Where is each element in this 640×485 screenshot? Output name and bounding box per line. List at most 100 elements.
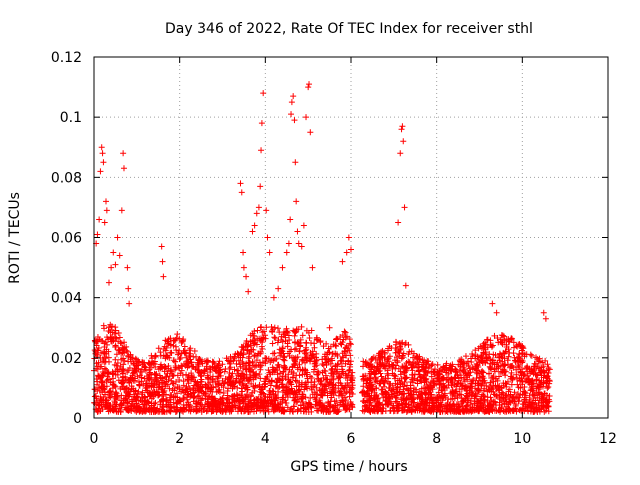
data-point (295, 240, 302, 247)
x-tick-label: 0 (90, 431, 99, 447)
data-point (516, 341, 523, 348)
data-point (397, 343, 404, 350)
data-point (257, 375, 264, 382)
data-point (494, 335, 501, 342)
data-point (431, 405, 438, 412)
data-point (159, 374, 166, 381)
data-point (546, 366, 553, 373)
data-point (452, 388, 459, 395)
data-point (393, 341, 400, 348)
data-point (405, 351, 412, 358)
data-point (502, 368, 509, 375)
data-point (251, 222, 258, 229)
data-point (230, 378, 237, 385)
data-point (293, 198, 300, 205)
data-point (421, 357, 428, 364)
data-point (285, 376, 292, 383)
data-point (209, 401, 216, 408)
data-point (111, 361, 118, 368)
data-point (395, 219, 402, 226)
data-point (498, 339, 505, 346)
data-point (474, 367, 481, 374)
data-point (100, 383, 107, 390)
data-point (253, 403, 260, 410)
data-point (302, 379, 309, 386)
data-point (325, 358, 332, 365)
data-point (204, 395, 211, 402)
data-point (113, 335, 120, 342)
data-point (374, 364, 381, 371)
data-point (228, 393, 235, 400)
x-tick-label: 4 (261, 431, 270, 447)
data-point (249, 330, 256, 337)
data-point (303, 340, 310, 347)
data-point (261, 381, 268, 388)
data-point (198, 378, 205, 385)
data-point (281, 331, 288, 338)
data-point (256, 383, 263, 390)
data-point (191, 374, 198, 381)
data-point (546, 378, 553, 385)
data-point (296, 372, 303, 379)
data-point (243, 391, 250, 398)
data-point (105, 279, 112, 286)
data-point (178, 339, 185, 346)
data-point (396, 405, 403, 412)
data-point (479, 368, 486, 375)
data-point (313, 356, 320, 363)
data-point (268, 357, 275, 364)
data-point (249, 359, 256, 366)
data-point (266, 249, 273, 256)
data-point (543, 380, 550, 387)
data-point (161, 387, 168, 394)
data-point (279, 338, 286, 345)
data-point (214, 375, 221, 382)
data-point (234, 367, 241, 374)
data-point (497, 362, 504, 369)
data-point (348, 372, 355, 379)
data-point (152, 364, 159, 371)
data-point (257, 348, 264, 355)
data-point (120, 361, 127, 368)
data-point (477, 343, 484, 350)
data-point (125, 386, 132, 393)
data-point (162, 380, 169, 387)
data-point (487, 355, 494, 362)
data-point (282, 373, 289, 380)
data-point (397, 380, 404, 387)
data-point (95, 338, 102, 345)
data-point (122, 404, 129, 411)
data-point (376, 350, 383, 357)
data-point (164, 381, 171, 388)
data-point (381, 349, 388, 356)
data-point (418, 399, 425, 406)
data-point (313, 405, 320, 412)
y-tick-label: 0.1 (60, 110, 82, 126)
data-point (105, 336, 112, 343)
data-point (230, 383, 237, 390)
data-point (401, 341, 408, 348)
data-point (479, 401, 486, 408)
data-point (262, 335, 269, 342)
data-point (324, 392, 331, 399)
data-point (160, 346, 167, 353)
y-tick-label: 0.06 (51, 231, 82, 247)
x-tick-label: 12 (599, 431, 617, 447)
data-point (98, 144, 105, 151)
data-point (141, 375, 148, 382)
data-point (445, 370, 452, 377)
data-point (193, 381, 200, 388)
data-point (220, 380, 227, 387)
data-point (322, 368, 329, 375)
data-point (388, 391, 395, 398)
data-point (491, 368, 498, 375)
data-point (418, 391, 425, 398)
data-point (384, 370, 391, 377)
data-point (306, 356, 313, 363)
data-point (251, 340, 258, 347)
data-point (544, 361, 551, 368)
data-point (305, 84, 312, 91)
data-point (457, 372, 464, 379)
data-point (104, 341, 111, 348)
